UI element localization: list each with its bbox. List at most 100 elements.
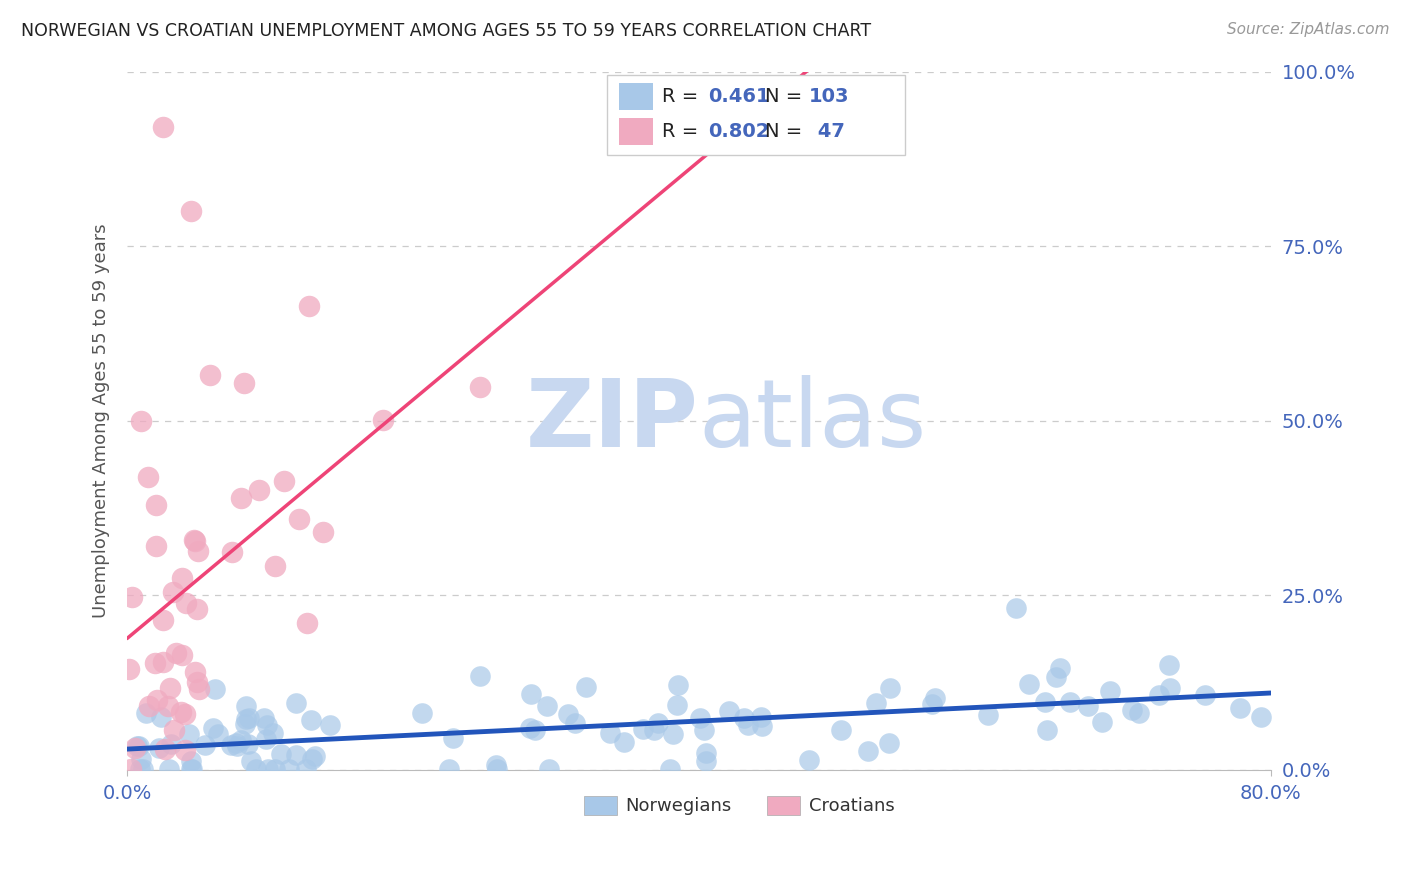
Point [240, 754, 263, 768]
Point [737, 718, 759, 732]
Point [204, 681, 226, 696]
Point [1091, 715, 1114, 730]
Point [717, 705, 740, 719]
Point [174, 742, 197, 756]
Point [132, 762, 155, 776]
Point [285, 696, 308, 710]
Point [297, 615, 319, 630]
Point [194, 739, 217, 753]
Point [301, 752, 323, 766]
Point [121, 591, 143, 605]
Point [647, 715, 669, 730]
Point [695, 755, 717, 769]
Text: R =: R = [662, 87, 704, 106]
Point [1149, 688, 1171, 702]
Point [225, 736, 247, 750]
Point [238, 711, 260, 725]
Point [689, 711, 711, 725]
Point [184, 665, 207, 680]
Point [666, 678, 689, 692]
Point [180, 204, 202, 219]
Point [695, 746, 717, 760]
Point [256, 717, 278, 731]
Point [129, 414, 152, 428]
Point [174, 596, 197, 610]
Point [129, 752, 152, 766]
Point [304, 748, 326, 763]
Point [1018, 677, 1040, 691]
Point [157, 698, 180, 713]
Point [285, 748, 308, 763]
Point [120, 762, 142, 776]
Point [221, 544, 243, 558]
Point [564, 715, 586, 730]
Point [1229, 701, 1251, 715]
Point [174, 707, 197, 722]
Point [152, 655, 174, 669]
FancyBboxPatch shape [607, 75, 904, 155]
Point [153, 742, 176, 756]
Bar [619, 84, 654, 110]
Point [1059, 695, 1081, 709]
Point [865, 696, 887, 710]
Text: NORWEGIAN VS CROATIAN UNEMPLOYMENT AMONG AGES 55 TO 59 YEARS CORRELATION CHART: NORWEGIAN VS CROATIAN UNEMPLOYMENT AMONG… [21, 22, 872, 40]
Point [146, 693, 169, 707]
Point [157, 762, 180, 776]
Point [879, 681, 901, 695]
Point [143, 656, 166, 670]
Point [236, 737, 259, 751]
Point [172, 648, 194, 662]
Point [148, 740, 170, 755]
Bar [768, 796, 800, 815]
Point [162, 723, 184, 737]
Point [830, 723, 852, 737]
Point [373, 413, 395, 427]
Point [1045, 670, 1067, 684]
Point [180, 762, 202, 776]
Point [298, 299, 321, 313]
Point [519, 687, 541, 701]
Point [245, 762, 267, 776]
Point [1194, 688, 1216, 702]
Point [856, 743, 879, 757]
Point [613, 735, 636, 749]
Point [125, 739, 148, 753]
Point [233, 717, 256, 731]
Point [135, 706, 157, 720]
Point [538, 762, 561, 776]
Point [643, 723, 665, 737]
Text: 47: 47 [811, 122, 845, 141]
Point [180, 762, 202, 776]
Point [751, 719, 773, 733]
Point [278, 762, 301, 776]
Point [226, 739, 249, 753]
Point [183, 533, 205, 547]
Point [118, 662, 141, 676]
Point [485, 757, 508, 772]
Point [235, 698, 257, 713]
Point [294, 762, 316, 776]
Point [1128, 706, 1150, 720]
Point [152, 614, 174, 628]
Point [287, 511, 309, 525]
Text: N =: N = [765, 87, 808, 106]
Point [172, 571, 194, 585]
Point [470, 380, 492, 394]
Point [1250, 710, 1272, 724]
Point [188, 681, 211, 696]
Point [921, 697, 943, 711]
Point [180, 754, 202, 768]
Point [207, 726, 229, 740]
Point [519, 722, 541, 736]
Point [257, 762, 280, 776]
Point [186, 674, 208, 689]
Point [184, 533, 207, 548]
Point [152, 120, 174, 135]
Point [124, 741, 146, 756]
Point [149, 710, 172, 724]
Point [877, 735, 900, 749]
Point [201, 722, 224, 736]
Point [1077, 699, 1099, 714]
Point [1159, 658, 1181, 673]
Text: 0.802: 0.802 [709, 122, 769, 141]
